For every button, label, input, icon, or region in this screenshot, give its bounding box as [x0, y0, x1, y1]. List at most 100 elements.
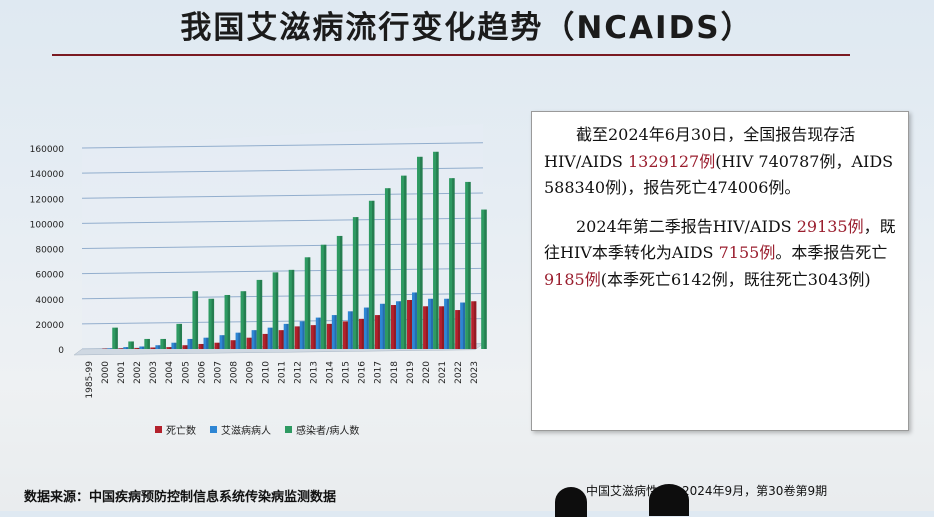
bar-shade	[463, 303, 465, 349]
chart-svg: 0200004000060000800001000001200001400001…	[0, 108, 520, 443]
highlighted-figure: 9185例	[544, 270, 601, 289]
bar-shade	[270, 328, 272, 349]
bar-shade	[180, 324, 183, 349]
audience-head-right	[649, 484, 689, 516]
bar-shade	[153, 347, 155, 349]
legend-label-deaths: 死亡数	[166, 422, 196, 437]
bar-shade	[420, 157, 423, 349]
bar-shade	[233, 340, 235, 349]
bar-shade	[314, 325, 316, 349]
legend-swatch-infected	[285, 426, 292, 433]
bar-shade	[190, 339, 192, 349]
bar-shade	[378, 315, 380, 349]
bar-shade	[484, 210, 487, 349]
y-tick-label: 20000	[35, 321, 64, 331]
x-tick-label: 2007	[213, 361, 223, 384]
bar-shade	[126, 347, 128, 349]
bar-shade	[362, 319, 364, 349]
bar-shade	[308, 257, 311, 349]
y-tick-label: 40000	[35, 296, 64, 306]
bar-shade	[228, 295, 231, 349]
x-tick-label: 2011	[278, 361, 288, 384]
x-tick-label: 2022	[454, 361, 464, 384]
bar-shade	[319, 318, 321, 349]
bar-shade	[201, 344, 203, 349]
bar-shade	[222, 335, 224, 349]
y-tick-label: 140000	[30, 170, 65, 180]
x-tick-label: 2016	[358, 361, 368, 384]
bar-shade	[286, 324, 288, 349]
slide-title: 我国艾滋病流行变化趋势（NCAIDS）	[0, 2, 934, 47]
bar-shade	[163, 339, 166, 349]
y-tick-label: 80000	[35, 246, 64, 256]
bar-shade	[298, 326, 300, 349]
x-tick-label: 1985-99	[85, 361, 95, 399]
bar-shade	[436, 152, 439, 349]
bar-shade	[266, 334, 268, 349]
x-tick-label: 2008	[229, 361, 239, 384]
summary-text: 。本季报告死亡	[775, 243, 887, 262]
x-tick-label: 2006	[197, 361, 207, 384]
data-source-note: 数据来源：中国疾病预防控制信息系统传染病监测数据	[24, 486, 336, 505]
bar-shade	[131, 341, 134, 349]
bar-shade	[404, 176, 407, 349]
bar-shade	[356, 217, 359, 349]
bar-shade	[254, 330, 256, 349]
x-tick-label: 2018	[390, 361, 400, 384]
x-tick-label: 2009	[245, 361, 255, 384]
bar-shade	[174, 343, 176, 349]
bar-shade	[324, 245, 327, 349]
bar-shade	[169, 347, 171, 349]
bar-shade	[458, 310, 460, 349]
x-tick-label: 2000	[101, 361, 111, 384]
summary-text: 2024年第二季报告HIV/AIDS	[576, 217, 797, 236]
y-tick-label: 100000	[30, 220, 65, 230]
bar-shade	[468, 182, 471, 349]
x-tick-label: 2010	[261, 361, 271, 384]
x-tick-label: 2020	[422, 361, 432, 384]
bar-shade	[276, 272, 279, 349]
highlighted-figure: 29135例	[797, 217, 864, 236]
bar-shade	[137, 348, 139, 349]
bar-shade	[158, 345, 160, 349]
bar-shade	[110, 348, 112, 349]
bar-shade	[367, 308, 369, 349]
bar-shade	[142, 346, 144, 349]
legend-swatch-deaths	[155, 426, 162, 433]
audience-head-left	[555, 487, 587, 517]
legend-label-infected: 感染者/病人数	[296, 422, 359, 437]
bar-shade	[302, 321, 304, 349]
bar-shade	[372, 201, 375, 349]
bar-shade	[330, 324, 332, 349]
x-tick-label: 2005	[181, 361, 191, 384]
chart-legend: 死亡数 艾滋病病人 感染者/病人数	[155, 420, 359, 438]
journal-citation: 中国艾滋病性病，2024年9月，第30卷第9期	[586, 482, 827, 499]
x-tick-label: 2004	[165, 361, 175, 384]
bar-shade	[260, 280, 263, 349]
legend-item-infected: 感染者/病人数	[285, 422, 359, 437]
bar-shade	[399, 301, 401, 349]
x-tick-label: 2014	[326, 361, 336, 384]
bar-shade	[196, 291, 199, 349]
bar-shade	[185, 345, 187, 349]
bar-shade	[340, 236, 343, 349]
x-tick-label: 2019	[406, 361, 416, 384]
bar-shade	[447, 299, 449, 349]
bar-shade	[388, 188, 391, 349]
bar-shade	[244, 291, 247, 349]
bar-shade	[282, 330, 284, 349]
legend-item-aids-patients: 艾滋病病人	[210, 422, 271, 437]
bar-shade	[292, 270, 295, 349]
bar-shade	[394, 305, 396, 349]
x-tick-label: 2002	[133, 361, 143, 384]
legend-label-aids-patients: 艾滋病病人	[221, 422, 271, 437]
bar-shade	[431, 299, 433, 349]
x-tick-label: 2017	[374, 361, 384, 384]
summary-paragraph-1: 截至2024年6月30日，全国报告现存活HIV/AIDS 1329127例(HI…	[544, 122, 898, 202]
bar-shade	[415, 292, 417, 349]
bar-shade	[335, 315, 337, 349]
legend-swatch-aids-patients	[210, 426, 217, 433]
y-tick-label: 120000	[30, 195, 65, 205]
highlighted-figure: 1329127例	[628, 152, 715, 171]
y-tick-label: 160000	[30, 145, 65, 155]
